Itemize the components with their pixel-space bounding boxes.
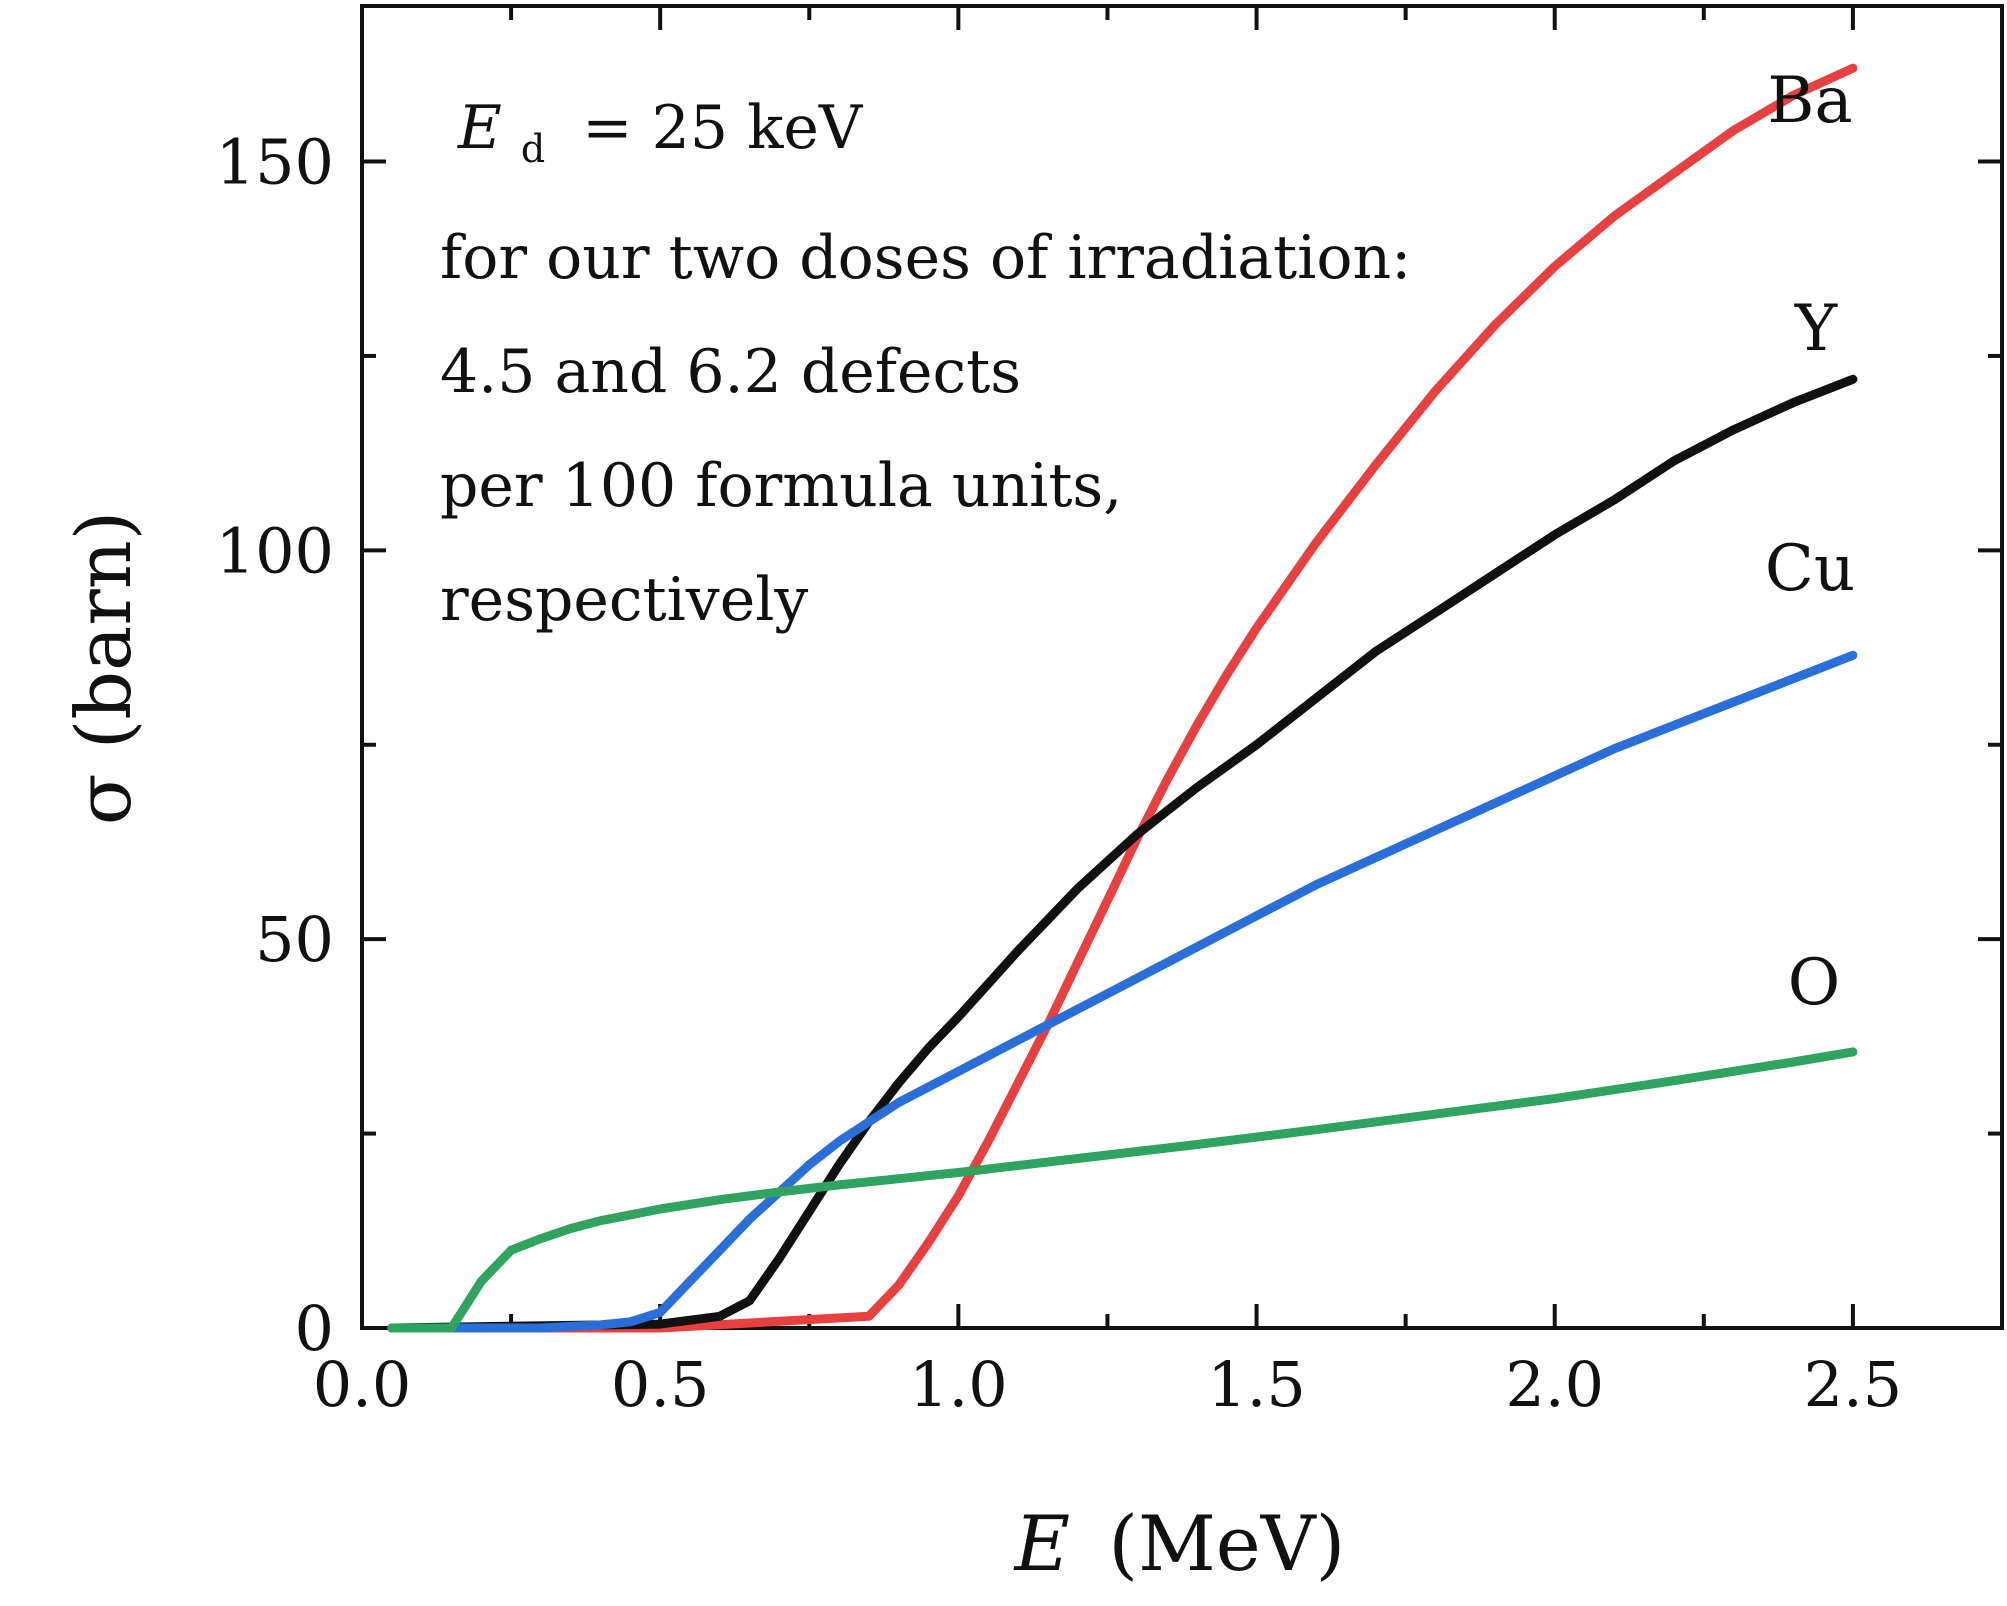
y-axis-title: σ (barn) bbox=[59, 511, 148, 826]
series-line-o bbox=[387, 1047, 1858, 1333]
series-label-ba: Ba bbox=[1767, 64, 1852, 138]
series-line-ba bbox=[387, 63, 1858, 1333]
y-tick-label: 0 bbox=[295, 1292, 334, 1365]
series-lines bbox=[387, 63, 1858, 1333]
x-axis-symbol: E bbox=[1013, 1499, 1070, 1588]
x-tick-label: 1.5 bbox=[1207, 1348, 1306, 1421]
annotation-ed-value: = 25 keV bbox=[582, 93, 864, 163]
annotation-ed: E d = 25 keV bbox=[457, 93, 864, 177]
series-label-cu: Cu bbox=[1765, 532, 1855, 606]
annotation-line-3: per 100 formula units, bbox=[440, 451, 1122, 521]
x-axis-unit: (MeV) bbox=[1108, 1499, 1345, 1588]
x-tick-label: 2.5 bbox=[1804, 1348, 1903, 1421]
x-tick-label: 0.0 bbox=[313, 1348, 412, 1421]
plot-frame bbox=[360, 4, 2004, 1330]
x-tick-label: 2.0 bbox=[1505, 1348, 1604, 1421]
series-label-o: O bbox=[1788, 946, 1840, 1020]
y-tick-label: 50 bbox=[255, 903, 334, 976]
annotation-line-2: 4.5 and 6.2 defects bbox=[440, 337, 1021, 407]
series-label-y: Y bbox=[1794, 292, 1838, 366]
y-tick-label: 150 bbox=[216, 126, 334, 199]
x-tick-label: 0.5 bbox=[611, 1348, 710, 1421]
annotation-line-4: respectively bbox=[440, 565, 808, 635]
axis-ticks: 0.0 0.5 1.0 1.5 2.0 2.5 0 50 100 150 bbox=[216, 6, 2002, 1421]
annotation-ed-symbol: E bbox=[457, 93, 502, 163]
x-tick-label: 1.0 bbox=[909, 1348, 1008, 1421]
y-tick-label: 100 bbox=[216, 514, 334, 587]
series-line-cu bbox=[387, 650, 1858, 1333]
annotation-line-1: for our two doses of irradiation: bbox=[440, 223, 1411, 293]
series-line-y bbox=[387, 374, 1858, 1333]
x-axis-title: E (MeV) bbox=[1013, 1499, 1346, 1588]
annotation-ed-subscript: d bbox=[521, 127, 545, 171]
